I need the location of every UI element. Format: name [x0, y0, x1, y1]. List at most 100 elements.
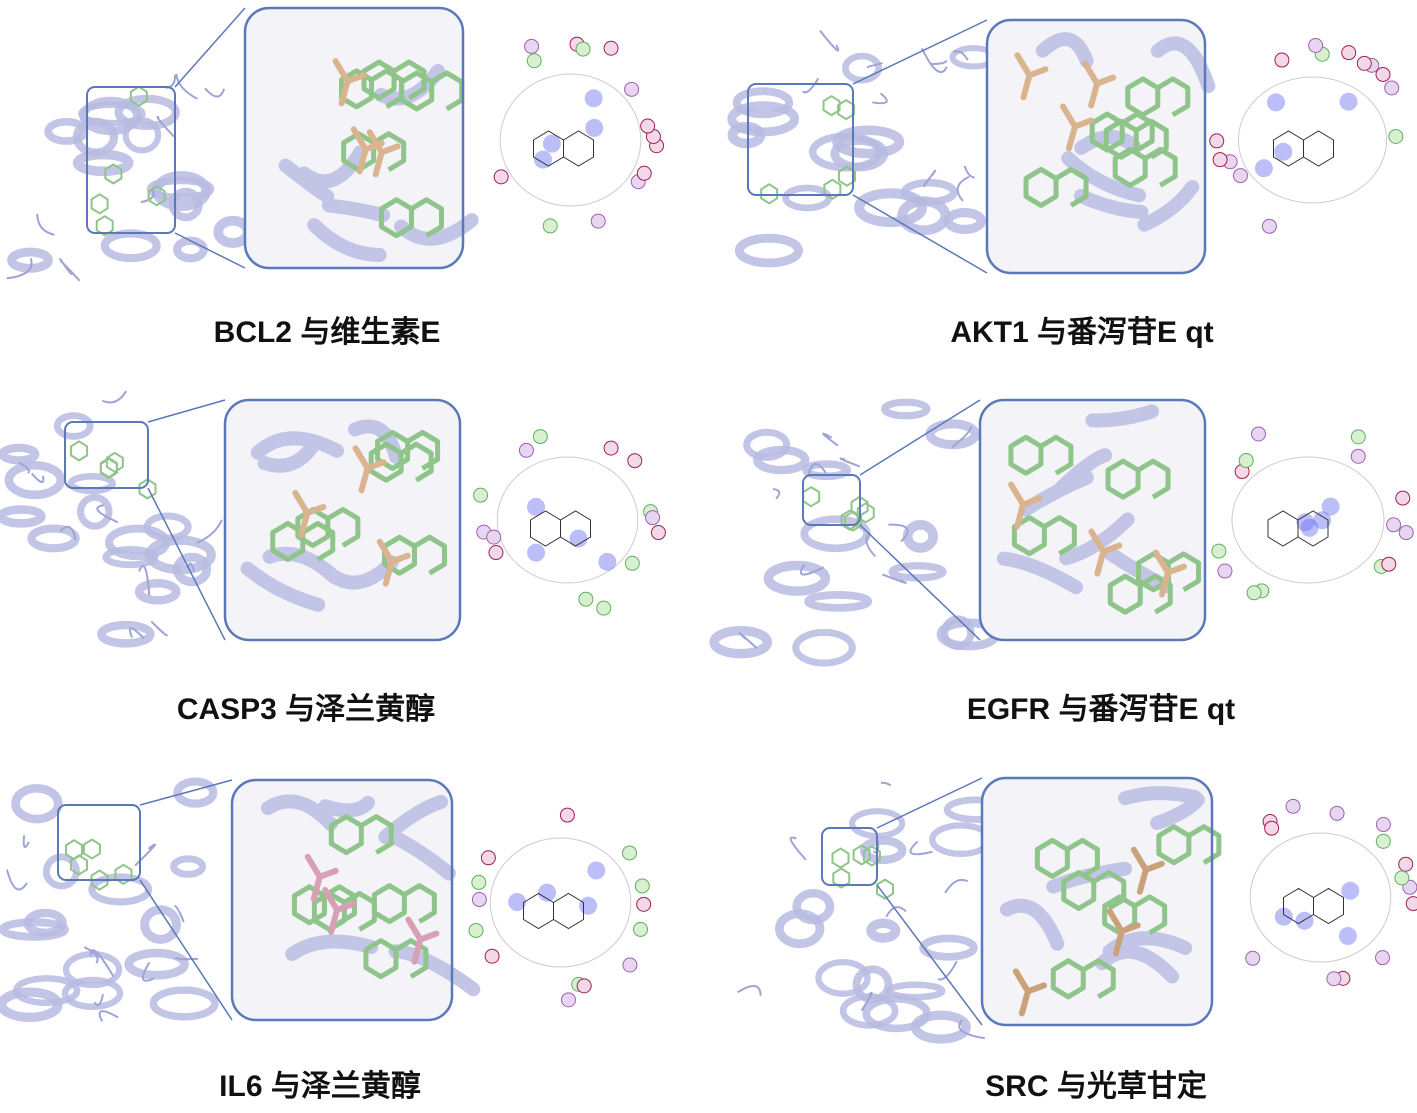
helix: [149, 986, 219, 1021]
residue: [1059, 103, 1094, 152]
ribbon: [1054, 448, 1113, 495]
loop: [951, 426, 972, 449]
loop: [101, 390, 127, 404]
residue-node: [1264, 820, 1280, 836]
exposure: [579, 896, 598, 915]
helix: [775, 909, 825, 949]
exposure: [1300, 518, 1319, 537]
exposure: [527, 497, 546, 516]
exposure: [1295, 911, 1314, 930]
residue: [376, 538, 411, 587]
loop: [96, 504, 119, 524]
residue-node: [468, 922, 484, 938]
loop: [909, 840, 933, 856]
residue-node: [480, 850, 496, 866]
helix: [11, 783, 63, 824]
helix: [782, 184, 833, 212]
helix: [885, 981, 946, 1001]
ligand: [363, 938, 429, 980]
residue-node: [1251, 426, 1267, 442]
ligand-small: [837, 165, 856, 187]
residue-node: [590, 213, 606, 229]
residue-node: [488, 545, 504, 561]
helix: [0, 918, 69, 941]
residue: [1106, 908, 1141, 957]
helix: [79, 96, 142, 136]
residue-node: [622, 957, 638, 973]
molecule-2d: [530, 510, 591, 547]
ligand-small: [104, 163, 123, 185]
zoom-line: [859, 399, 981, 476]
residue-node: [473, 487, 489, 503]
helix: [881, 398, 931, 420]
exposure: [1254, 159, 1273, 178]
helix: [802, 460, 852, 481]
ligand-small: [69, 854, 88, 876]
caption: BCL2 与维生素E: [214, 316, 441, 349]
helix: [122, 117, 162, 154]
zoom-line: [859, 524, 981, 641]
helix: [173, 777, 218, 808]
helix: [727, 101, 800, 137]
residue-node: [1238, 452, 1254, 468]
helix: [0, 443, 40, 465]
ligand-small: [823, 178, 842, 200]
residue: [304, 853, 339, 902]
helix: [832, 125, 905, 159]
zoom-line: [876, 884, 983, 1026]
helix: [62, 951, 123, 989]
residue-node: [578, 591, 594, 607]
helix: [12, 975, 81, 1007]
residue-node: [1245, 950, 1261, 966]
selection-box: [57, 804, 141, 881]
loop: [6, 257, 33, 280]
ligand-small: [105, 451, 124, 474]
selection-box: [86, 86, 176, 234]
helix: [44, 117, 89, 145]
loop: [737, 985, 762, 996]
helix: [42, 853, 80, 890]
ligand: [270, 521, 336, 563]
loop: [888, 523, 909, 543]
ribbon: [285, 934, 379, 961]
residue-node: [1356, 55, 1372, 71]
ribbon: [1061, 151, 1147, 203]
residue-node: [1395, 490, 1411, 506]
residue-node: [596, 600, 612, 616]
molecule-2d: [1267, 510, 1329, 547]
residue-node: [542, 218, 558, 234]
loop: [882, 573, 907, 584]
exposure: [1338, 927, 1357, 946]
residue: [350, 126, 385, 175]
loop: [801, 77, 820, 94]
ribbon: [307, 218, 387, 262]
ligand: [1050, 958, 1116, 1000]
loop: [922, 169, 937, 188]
exposure: [508, 893, 527, 912]
residue-node: [636, 165, 652, 181]
residue-node: [575, 41, 591, 57]
residue-node: [1375, 66, 1391, 82]
ribbon: [381, 827, 456, 881]
loop: [944, 878, 969, 894]
ligand-small: [831, 847, 850, 869]
ribbon: [250, 431, 345, 460]
loop: [175, 73, 198, 100]
helix: [888, 562, 947, 582]
zoom-line: [139, 779, 233, 806]
helix: [815, 959, 871, 997]
residue-node: [471, 892, 487, 908]
loop: [128, 627, 145, 639]
residue-node: [484, 948, 500, 964]
residue-node: [486, 529, 502, 545]
molecule-2d: [1273, 130, 1334, 167]
ligand-small: [70, 440, 89, 462]
ligand-small: [832, 867, 851, 889]
residue-node: [1232, 168, 1248, 184]
exposure: [569, 529, 588, 548]
residue: [292, 489, 327, 538]
loop: [738, 631, 758, 649]
ligand-small: [95, 214, 114, 237]
helix: [804, 590, 873, 612]
pocket: [496, 456, 639, 584]
